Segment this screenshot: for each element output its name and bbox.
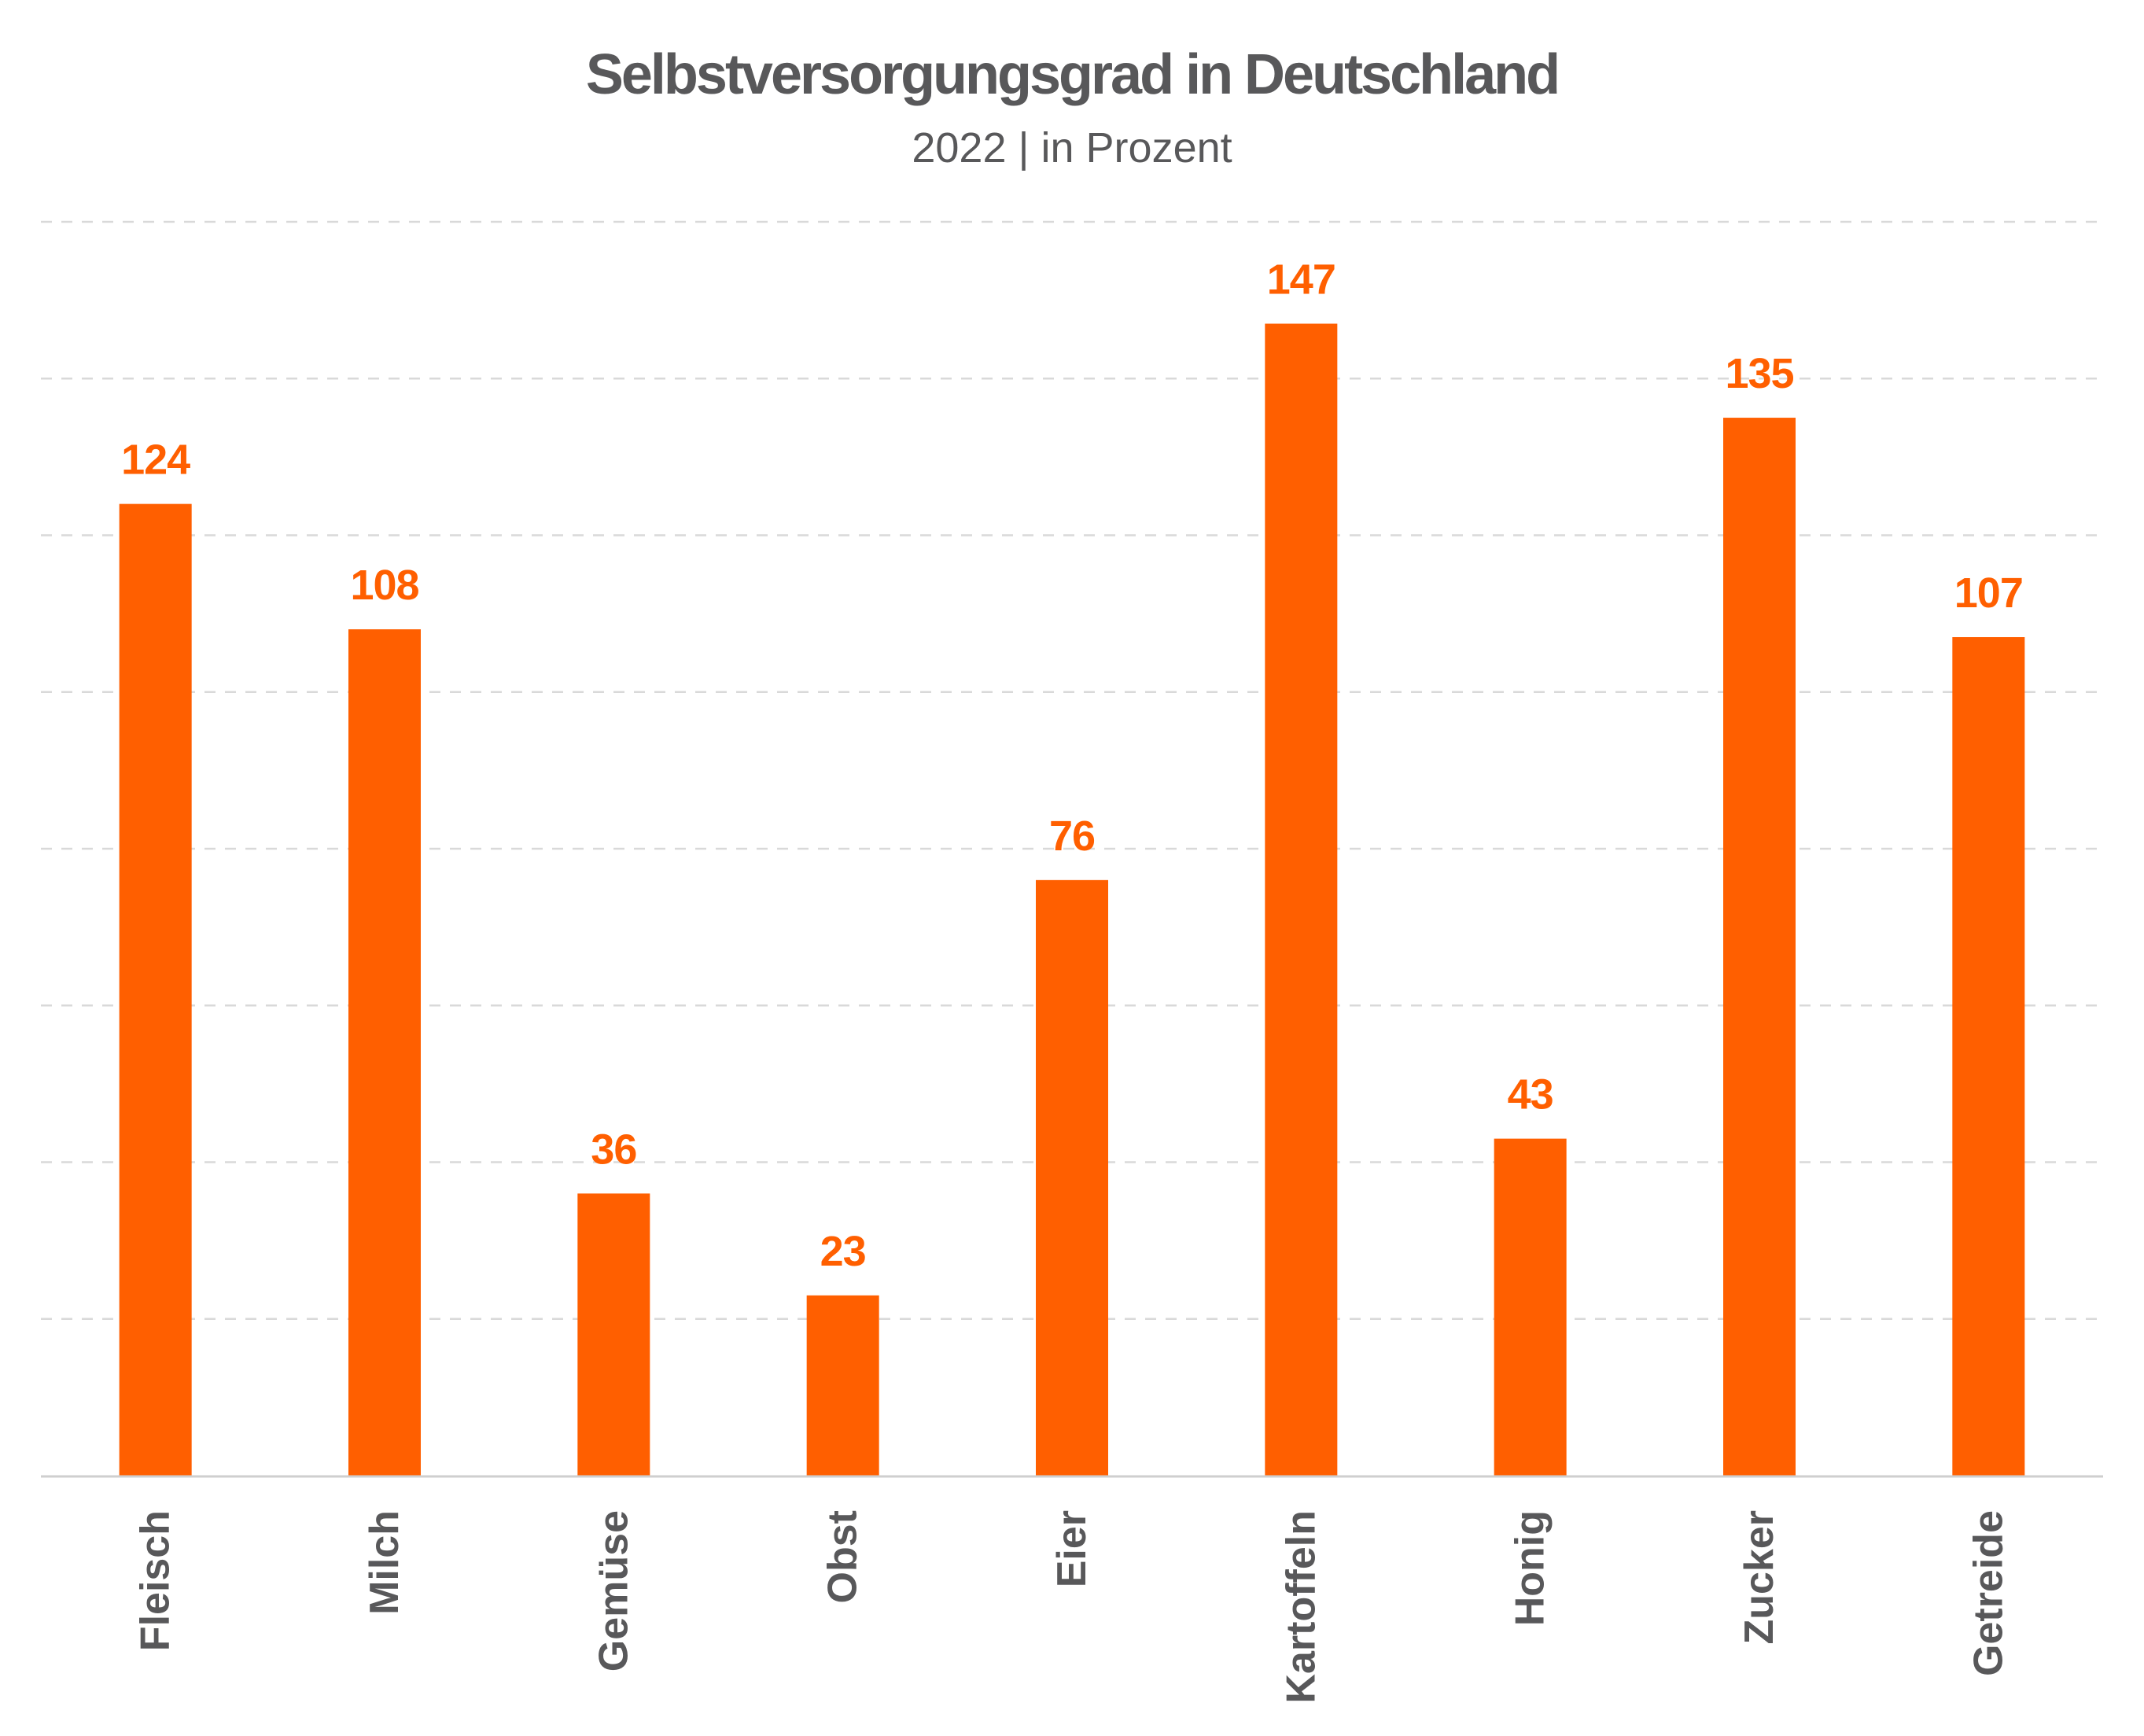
category-label: Getreide: [1965, 1510, 2011, 1676]
bar-gemüse: [577, 1193, 650, 1476]
value-label: 108: [350, 562, 418, 609]
bar-eier: [1036, 879, 1108, 1476]
category-label: Kartoffeln: [1278, 1510, 1324, 1704]
category-label: Zucker: [1737, 1510, 1782, 1645]
value-label: 147: [1267, 256, 1335, 304]
value-label: 43: [1508, 1071, 1553, 1119]
value-label: 36: [591, 1126, 636, 1173]
value-label: 76: [1049, 813, 1095, 860]
chart-subtitle: 2022 | in Prozent: [912, 124, 1232, 171]
category-label: Milch: [362, 1510, 407, 1615]
category-label: Fleisch: [133, 1510, 179, 1651]
bar-getreide: [1952, 637, 2025, 1476]
category-labels: Fleisch Milch Gemüse Obst Eier Kartoffeln Honi…: [133, 1510, 2012, 1704]
value-labels: 124 108 36 23 76 147 43 135 107: [121, 256, 2024, 1275]
category-label: Obst: [820, 1510, 866, 1603]
value-label: 23: [820, 1228, 866, 1275]
bar-kartoffeln: [1265, 323, 1338, 1476]
bar-honig: [1494, 1138, 1567, 1476]
bar-milch: [348, 629, 421, 1476]
chart-title: Selbstversorgungsgrad in Deutschland: [585, 43, 1560, 106]
value-label: 124: [121, 437, 190, 484]
category-label: Gemüse: [591, 1510, 636, 1671]
category-label: Eier: [1049, 1510, 1095, 1587]
value-label: 107: [1954, 569, 2023, 617]
bar-obst: [806, 1295, 879, 1476]
bar-fleisch: [119, 503, 192, 1476]
category-label: Honig: [1508, 1510, 1553, 1626]
bar-zucker: [1723, 418, 1796, 1476]
bars: [119, 323, 2025, 1476]
value-label: 135: [1725, 350, 1793, 397]
